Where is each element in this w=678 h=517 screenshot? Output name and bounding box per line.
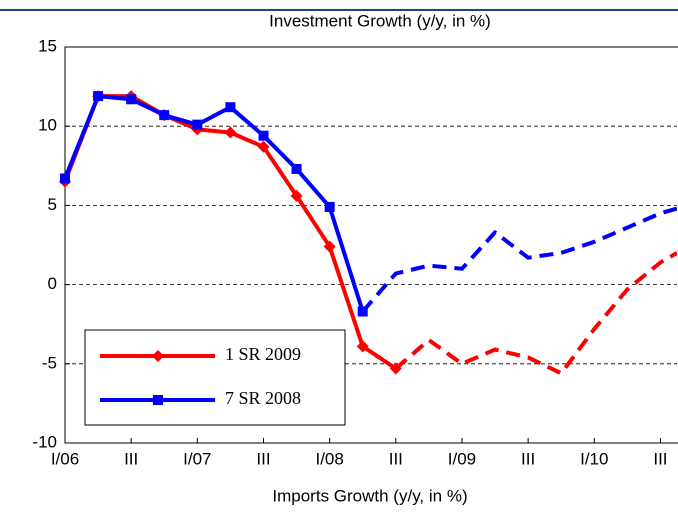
marker [324,201,335,212]
marker [93,91,104,102]
chart-title: Investment Growth (y/y, in %) [269,11,491,30]
y-tick-label: 5 [48,195,57,214]
marker [258,130,269,141]
legend-box [84,329,346,426]
x-tick-label: III [653,449,667,468]
marker [224,126,237,139]
marker [159,110,170,121]
x-tick-label: I/07 [183,449,211,468]
marker [356,340,369,353]
marker [291,163,302,174]
projection-line [394,251,677,376]
marker [153,395,163,405]
projection-line [361,206,677,313]
x-tick-label: I/09 [448,449,476,468]
legend-label: 1 SR 2009 [225,344,301,364]
marker [389,362,402,375]
plot-frame [64,46,678,444]
x-tick-label: III [124,449,138,468]
marker [126,94,137,105]
x-axis-label: Imports Growth (y/y, in %) [272,486,467,505]
marker [192,119,203,130]
y-tick-label: -5 [42,353,57,372]
legend-label: 7 SR 2008 [225,388,301,408]
marker [357,306,368,317]
marker [152,350,164,362]
marker [225,102,236,113]
y-tick-label: 10 [38,116,57,135]
x-tick-label: III [256,449,270,468]
x-tick-label: III [521,449,535,468]
marker [60,173,70,184]
y-tick-label: 0 [48,274,57,293]
x-tick-label: I/10 [580,449,608,468]
series-line [65,94,365,313]
marker [290,189,303,202]
x-tick-label: I/08 [315,449,343,468]
y-tick-label: 15 [38,36,57,55]
marker [323,240,336,253]
marker [257,140,270,153]
y-tick-label: -10 [32,432,57,451]
x-tick-label: III [389,449,403,468]
x-tick-label: I/06 [51,449,79,468]
